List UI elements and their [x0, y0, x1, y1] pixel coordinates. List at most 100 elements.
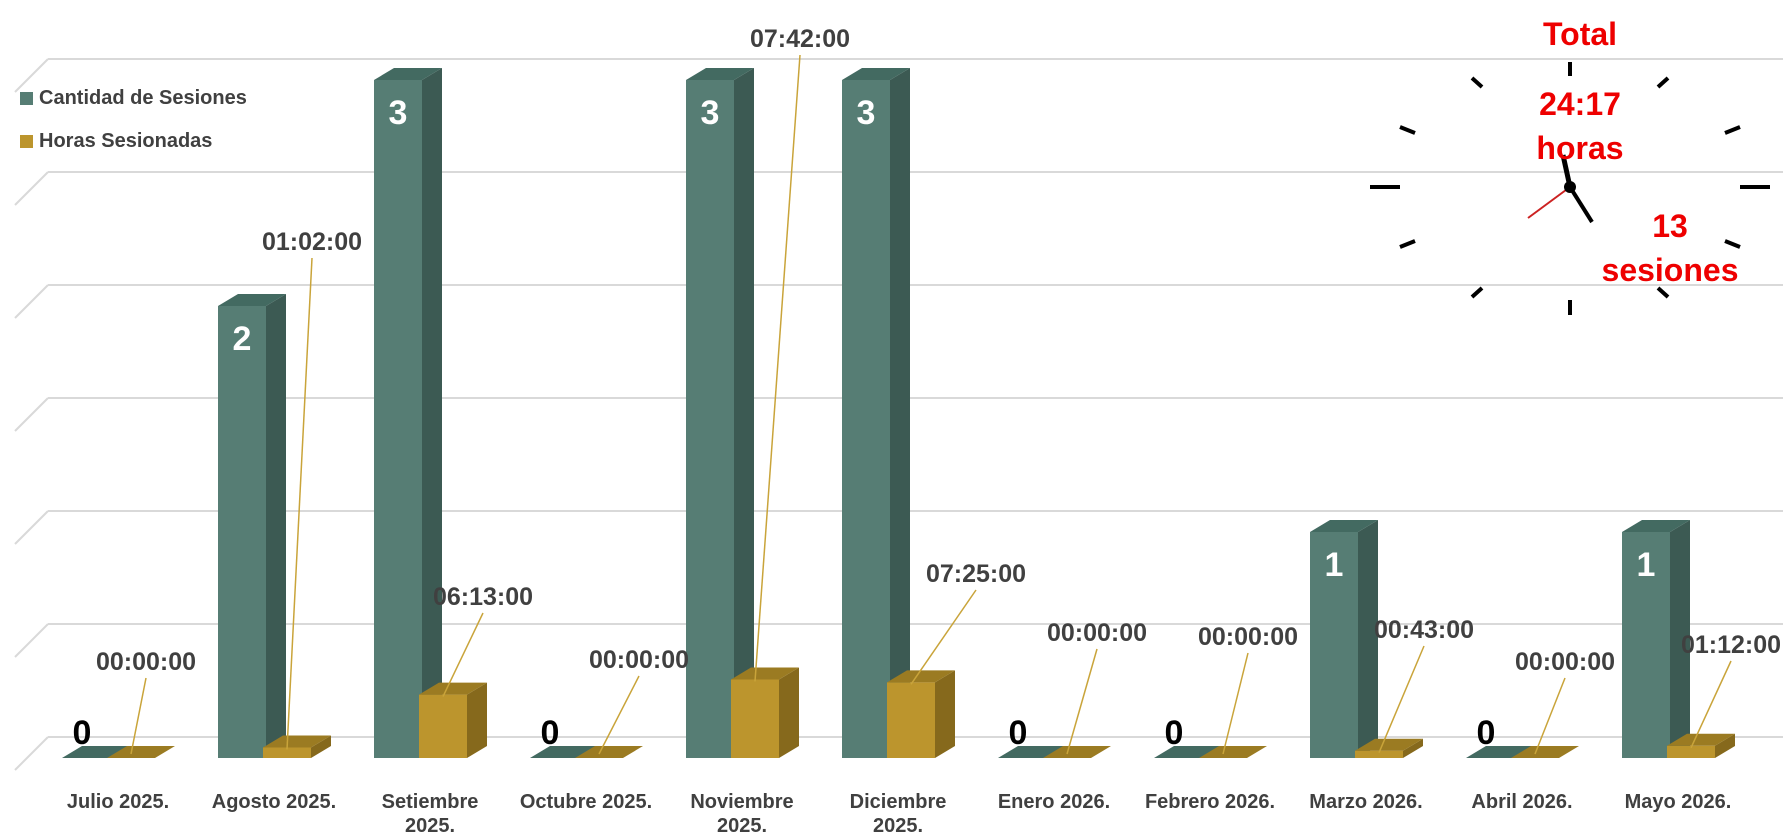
- hours-value-label: 00:00:00: [1515, 648, 1615, 676]
- total-sessions-unit: sesiones: [1601, 252, 1739, 288]
- sessions-bar-front: [842, 80, 890, 758]
- hours-leader-line: [754, 54, 801, 682]
- hours-value-label: 00:00:00: [96, 648, 196, 676]
- hours-bar-side: [779, 667, 799, 758]
- legend-item-sessions: Cantidad de Sesiones: [20, 86, 247, 109]
- hours-value-label: 01:12:00: [1681, 631, 1781, 659]
- total-hours-unit: horas: [1536, 130, 1624, 166]
- hours-bar-top: [575, 746, 643, 758]
- sessions-bar: [686, 68, 754, 758]
- gridline-diagonal: [14, 623, 49, 658]
- hours-leader-line: [1066, 648, 1098, 755]
- hours-bar-side: [311, 735, 331, 758]
- gridline-diagonal: [14, 397, 49, 432]
- hours-bar-side: [467, 682, 487, 758]
- data-labels: 0 00:00:00 2 01:02:00 3 06:13:00 0 00:00:00 3 07:…: [73, 25, 1781, 755]
- hours-bar-front: [731, 679, 779, 758]
- legend-item-hours: Horas Sesionadas: [20, 130, 247, 152]
- hours-leader-line: [1534, 677, 1566, 755]
- sessions-value-label: 3: [857, 94, 876, 132]
- hours-bar-front: [1355, 750, 1403, 758]
- sessions-bar: [842, 68, 910, 758]
- x-axis-label: Julio 2025.: [67, 791, 169, 813]
- total-hours-value: 24:17: [1539, 86, 1621, 122]
- sessions-value-label: 0: [541, 714, 560, 752]
- sessions-bar-top: [1310, 520, 1378, 532]
- x-axis-label: Agosto 2025.: [212, 791, 336, 813]
- hours-bar: [419, 682, 487, 758]
- hours-bar: [107, 746, 175, 758]
- gridline-diagonal: [14, 171, 49, 206]
- x-axis-label: Noviembre: [690, 791, 793, 813]
- sessions-bar-front: [1310, 532, 1358, 758]
- sessions-bar-front: [1622, 532, 1670, 758]
- x-axis-label: Abril 2026.: [1471, 791, 1572, 813]
- x-axis-label: Marzo 2026.: [1309, 791, 1422, 813]
- sessions-bar: [218, 294, 286, 758]
- hours-bar-side: [935, 670, 955, 758]
- hours-leader-line: [910, 589, 977, 685]
- x-axis-label: 2025.: [717, 815, 767, 836]
- sessions-bar-front: [374, 80, 422, 758]
- hours-bar: [1199, 746, 1267, 758]
- hours-leader-line: [130, 677, 147, 755]
- sessions-bar: [374, 68, 442, 758]
- total-title: Total: [1542, 16, 1618, 52]
- legend-swatch-sessions: [20, 91, 33, 105]
- hours-value-label: 07:42:00: [750, 25, 850, 53]
- x-axis-label: Octubre 2025.: [520, 791, 652, 813]
- hours-bar-top: [1667, 733, 1735, 746]
- sessions-bar: [1310, 520, 1378, 758]
- x-axis-label: Enero 2026.: [998, 791, 1110, 813]
- x-axis-label: Diciembre: [850, 791, 947, 813]
- sessions-bar-side: [1358, 520, 1378, 758]
- hours-value-label: 00:00:00: [1047, 619, 1147, 647]
- sessions-bar-side: [266, 294, 286, 758]
- hours-bar: [1667, 733, 1735, 758]
- gridline-diagonal: [14, 510, 49, 545]
- sessions-bar-top: [1622, 520, 1690, 532]
- sessions-bar: [1622, 520, 1690, 758]
- sessions-bar-top: [686, 68, 754, 80]
- hours-bar: [1511, 746, 1579, 758]
- hours-leader-line: [286, 257, 313, 750]
- sessions-bar-front: [218, 306, 266, 758]
- x-axis-label: 2025.: [873, 815, 923, 836]
- hours-bar-top: [1199, 746, 1267, 758]
- x-axis-label: Mayo 2026.: [1625, 791, 1732, 813]
- hours-bar-top: [731, 667, 799, 680]
- total-sessions-value: 13: [1652, 208, 1688, 244]
- hours-bar-side: [1403, 738, 1423, 758]
- hours-value-label: 00:00:00: [1198, 623, 1298, 651]
- gridline-diagonal: [14, 284, 49, 319]
- hours-bar: [263, 735, 331, 758]
- hours-bar-top: [419, 682, 487, 695]
- hours-value-label: 07:25:00: [926, 560, 1026, 588]
- hours-leader-line: [598, 675, 640, 755]
- sessions-value-label: 1: [1325, 546, 1344, 584]
- hours-value-label: 01:02:00: [262, 228, 362, 256]
- legend: Cantidad de Sesiones Horas Sesionadas: [20, 86, 247, 174]
- sessions-value-label: 1: [1637, 546, 1656, 584]
- hours-value-label: 06:13:00: [433, 583, 533, 611]
- hours-value-label: 00:43:00: [1374, 616, 1474, 644]
- hours-value-label: 00:00:00: [589, 646, 689, 674]
- hours-bar: [575, 746, 643, 758]
- sessions-value-label: 2: [233, 320, 252, 358]
- sessions-bar-side: [1670, 520, 1690, 758]
- x-axis-label: Setiembre: [382, 791, 479, 813]
- gridline-diagonal: [14, 736, 49, 771]
- hours-bar-front: [419, 694, 467, 758]
- hours-bar-top: [263, 735, 331, 748]
- sessions-bar-top: [218, 294, 286, 306]
- sessions-bar-top: [842, 68, 910, 80]
- x-axis-label: Febrero 2026.: [1145, 791, 1275, 813]
- hours-bar: [1355, 738, 1423, 758]
- hours-bar-side: [1715, 733, 1735, 758]
- hours-bar-top: [1355, 738, 1423, 751]
- legend-label-sessions: Cantidad de Sesiones: [39, 86, 247, 109]
- hours-bar-top: [887, 670, 955, 683]
- sessions-bar-top: [374, 68, 442, 80]
- hours-bar-top: [1043, 746, 1111, 758]
- gridline-diagonal: [14, 58, 49, 93]
